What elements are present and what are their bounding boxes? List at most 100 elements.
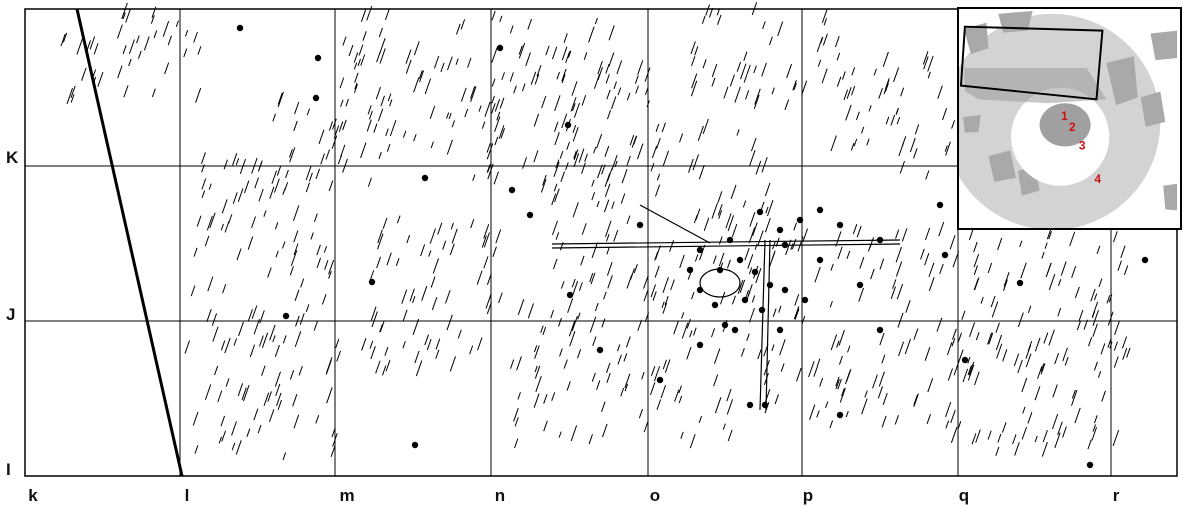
- hatch-stroke: [829, 420, 834, 429]
- hatch-stroke: [746, 333, 750, 341]
- hatch-stroke: [231, 421, 237, 436]
- hatch-stroke: [678, 385, 682, 394]
- mound-dot: [368, 278, 376, 286]
- hatch-stroke: [513, 85, 517, 94]
- mound-dot: [766, 281, 774, 289]
- hatch-stroke: [379, 48, 386, 64]
- hatch-stroke: [568, 320, 576, 337]
- hatch-stroke: [928, 262, 935, 277]
- hatch-stroke: [662, 150, 669, 167]
- hatch-stroke: [713, 348, 721, 364]
- hatch-stroke: [835, 379, 840, 390]
- hatch-stroke: [1054, 352, 1060, 365]
- hatch-stroke: [1093, 293, 1098, 301]
- hatch-stroke: [769, 36, 773, 46]
- hatch-stroke: [702, 59, 707, 69]
- hatch-stroke: [905, 300, 911, 313]
- hatch-stroke: [601, 318, 606, 328]
- hatch-stroke: [551, 193, 557, 206]
- hatch-stroke: [777, 21, 784, 37]
- inset-patch: [962, 115, 981, 133]
- hatch-stroke: [499, 15, 503, 23]
- hatch-stroke: [470, 86, 477, 102]
- hatch-stroke: [793, 306, 800, 320]
- hatch-stroke: [881, 415, 887, 428]
- hatch-stroke: [834, 36, 840, 48]
- hatch-stroke: [269, 186, 275, 199]
- hatch-stroke: [448, 112, 452, 120]
- hatch-stroke: [736, 61, 742, 72]
- hatch-stroke: [534, 365, 541, 379]
- hatch-stroke: [70, 94, 75, 103]
- hatch-stroke: [691, 291, 695, 300]
- hatch-stroke: [348, 44, 354, 57]
- hatch-stroke: [817, 59, 822, 67]
- hatch-stroke: [588, 26, 595, 43]
- hatch-stroke: [617, 344, 621, 352]
- hatch-stroke: [470, 86, 476, 99]
- hatch-stroke: [973, 265, 979, 275]
- hatch-stroke: [856, 225, 862, 238]
- hatch-stroke: [221, 199, 228, 214]
- hatch-stroke: [583, 52, 588, 60]
- hatch-stroke: [761, 62, 767, 77]
- hatch-stroke: [808, 361, 815, 378]
- hatch-stroke: [206, 309, 212, 322]
- hatch-stroke: [435, 338, 441, 350]
- hatch-stroke: [460, 87, 467, 102]
- hatch-stroke: [251, 305, 258, 320]
- hatch-stroke: [122, 12, 126, 20]
- hatch-stroke: [60, 33, 66, 47]
- hatch-stroke: [767, 200, 774, 217]
- hatch-stroke: [1098, 278, 1103, 288]
- hatch-stroke: [1034, 337, 1041, 352]
- hatch-stroke: [714, 397, 722, 414]
- hatch-stroke: [578, 282, 583, 291]
- hatch-stroke: [225, 378, 230, 387]
- hatch-stroke: [761, 157, 768, 173]
- hatch-stroke: [402, 130, 407, 138]
- hatch-stroke: [543, 393, 548, 404]
- hatch-stroke: [662, 277, 669, 294]
- hatch-stroke: [748, 284, 753, 296]
- mound-dot: [736, 256, 744, 264]
- hatch-stroke: [387, 93, 392, 102]
- hatch-stroke: [573, 153, 580, 168]
- hatch-stroke: [384, 9, 390, 21]
- hatch-stroke: [926, 413, 931, 425]
- hatch-stroke: [591, 192, 596, 201]
- hatch-stroke: [62, 32, 68, 43]
- hatch-stroke: [267, 267, 272, 278]
- hatch-stroke: [450, 222, 454, 230]
- hatch-stroke: [274, 178, 280, 193]
- hatch-stroke: [563, 359, 568, 369]
- hatch-stroke: [429, 105, 436, 119]
- hatch-stroke: [379, 321, 385, 333]
- hatch-stroke: [661, 122, 666, 133]
- hatch-stroke: [1034, 386, 1041, 401]
- hatch-stroke: [681, 312, 685, 319]
- hatch-stroke: [328, 121, 334, 131]
- hatch-stroke: [946, 341, 953, 356]
- hatch-stroke: [924, 227, 931, 241]
- inset-patch: [963, 22, 989, 55]
- hatch-stroke: [358, 44, 364, 56]
- hatch-stroke: [1057, 307, 1062, 317]
- hatch-stroke: [571, 315, 578, 331]
- hatch-stroke: [220, 415, 226, 427]
- hatch-stroke: [424, 334, 429, 346]
- hatch-stroke: [936, 317, 943, 332]
- hatch-stroke: [536, 65, 542, 77]
- hatch-stroke: [442, 240, 447, 250]
- mound-dot: [596, 346, 604, 354]
- hatch-stroke: [258, 188, 264, 202]
- hatch-stroke: [571, 81, 578, 96]
- hatch-stroke: [561, 74, 566, 84]
- hatch-stroke: [1076, 320, 1082, 331]
- hatch-stroke: [195, 87, 202, 103]
- hatch-stroke: [66, 88, 73, 105]
- hatch-stroke: [1022, 406, 1026, 414]
- hatch-stroke: [592, 336, 597, 347]
- hatch-stroke: [878, 371, 885, 387]
- hatch-stroke: [261, 332, 269, 349]
